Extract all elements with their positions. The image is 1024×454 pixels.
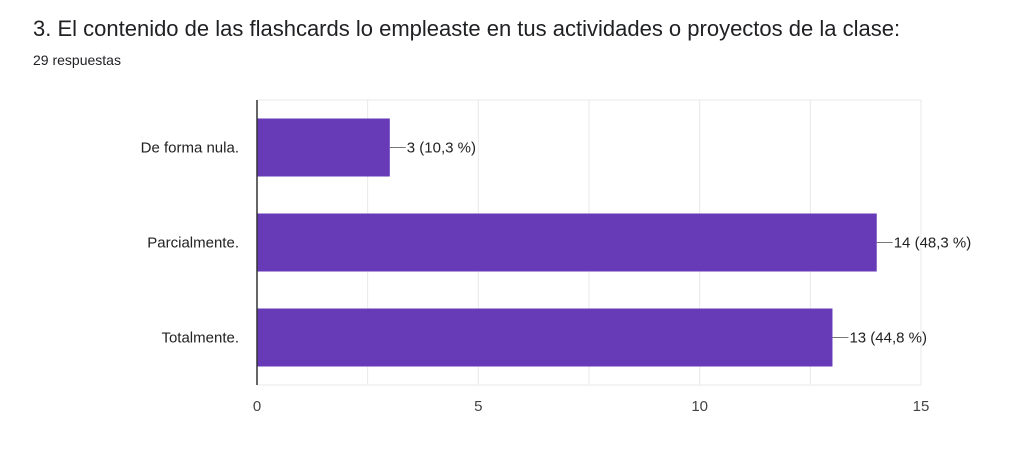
category-label: Totalmente. — [161, 330, 239, 347]
category-label: Parcialmente. — [147, 235, 239, 252]
response-count: 29 respuestas — [33, 52, 121, 68]
category-label: De forma nula. — [141, 140, 239, 157]
x-tick-label: 10 — [691, 398, 708, 415]
data-label: 3 (10,3 %) — [407, 140, 476, 157]
chart-bars — [257, 118, 877, 367]
bar — [257, 308, 833, 367]
bar — [257, 118, 390, 177]
chart-labels: De forma nula. 3 (10,3 %) Parcialmente. 14 … — [141, 140, 972, 416]
x-tick-label: 15 — [913, 398, 930, 415]
data-label: 14 (48,3 %) — [894, 235, 972, 252]
data-label: 13 (44,8 %) — [849, 330, 927, 347]
x-tick-label: 0 — [253, 398, 261, 415]
question-title: 3. El contenido de las flashcards lo emp… — [33, 16, 901, 41]
x-tick-label: 5 — [474, 398, 482, 415]
bar — [257, 213, 877, 272]
